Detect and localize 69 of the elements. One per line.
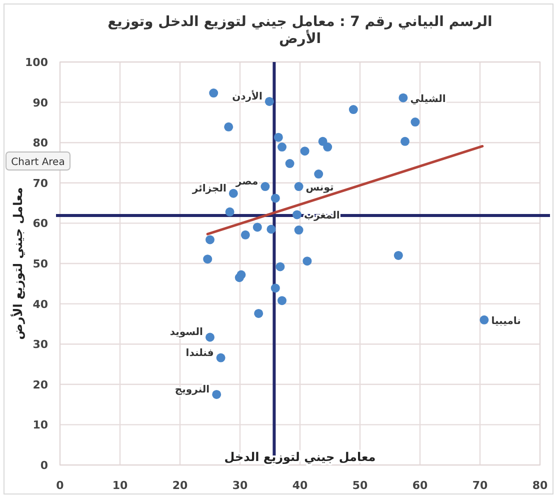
annotation: ناميبيا bbox=[491, 316, 521, 327]
annotation: تونس bbox=[306, 182, 334, 194]
point bbox=[300, 146, 310, 156]
y-tick-label: 20 bbox=[32, 378, 48, 392]
point bbox=[285, 159, 294, 168]
x-tick-label: 50 bbox=[352, 479, 368, 492]
point bbox=[224, 122, 234, 132]
point bbox=[398, 93, 408, 102]
point bbox=[480, 315, 489, 324]
point bbox=[225, 207, 234, 216]
annotation: الجزائر bbox=[191, 183, 226, 194]
point bbox=[294, 226, 304, 235]
y-tick-label: 10 bbox=[32, 418, 48, 432]
y-tick-label: 40 bbox=[32, 298, 48, 311]
point bbox=[264, 96, 274, 106]
point bbox=[260, 182, 270, 192]
point bbox=[400, 136, 410, 146]
y-tick-label: 70 bbox=[32, 176, 48, 190]
annotation: النرويج bbox=[174, 384, 210, 396]
point bbox=[240, 230, 250, 240]
point bbox=[318, 136, 328, 146]
point bbox=[323, 142, 332, 152]
x-tick-label: 20 bbox=[172, 479, 188, 492]
annotation: الأردن bbox=[232, 89, 262, 102]
point bbox=[348, 105, 358, 114]
annotation: الشيلي bbox=[410, 94, 446, 105]
x-tick-label: 10 bbox=[112, 479, 128, 492]
point bbox=[206, 332, 214, 342]
y-tick-label: 0 bbox=[40, 459, 48, 472]
point bbox=[270, 284, 280, 293]
point bbox=[278, 142, 286, 152]
y-tick-label: 50 bbox=[32, 258, 48, 270]
point bbox=[254, 308, 264, 318]
point bbox=[276, 262, 285, 272]
y-tick-label: 30 bbox=[32, 338, 48, 352]
point bbox=[274, 132, 283, 142]
x-tick-label: 80 bbox=[532, 479, 548, 492]
point bbox=[394, 250, 403, 260]
x-tick-label: 30 bbox=[232, 479, 248, 492]
x-tick-label: 60 bbox=[412, 479, 428, 492]
point bbox=[252, 222, 262, 232]
point bbox=[228, 188, 238, 198]
point bbox=[294, 182, 304, 192]
annotation: السويد bbox=[170, 327, 203, 338]
point bbox=[270, 194, 280, 203]
point bbox=[302, 256, 312, 266]
x-tick-label: 0 bbox=[56, 479, 64, 492]
annotation: مصر bbox=[234, 176, 258, 188]
x-tick-label: 40 bbox=[292, 479, 308, 492]
point bbox=[410, 118, 420, 127]
point bbox=[212, 390, 222, 399]
point bbox=[216, 353, 226, 362]
y-tick-label: 60 bbox=[32, 217, 48, 230]
annotation: فنلندا bbox=[186, 348, 214, 359]
point bbox=[209, 88, 218, 98]
x-tick-label: 70 bbox=[472, 479, 488, 492]
point bbox=[266, 224, 276, 234]
y-tick-label: 90 bbox=[32, 96, 48, 110]
annotation: Chart Area bbox=[11, 157, 65, 168]
point bbox=[314, 170, 324, 179]
point bbox=[278, 296, 286, 306]
y-axis-title: معامل جيني لتوزيع الأرض bbox=[10, 187, 25, 340]
point bbox=[292, 210, 302, 220]
y-tick-label: 80 bbox=[32, 136, 48, 150]
point bbox=[206, 235, 214, 244]
chart-title: الرسم البياني رقم 7 : معامل جيني لتوزيع الدخل وتوزيع الأرض bbox=[108, 14, 492, 47]
y-tick-label: 100 bbox=[25, 56, 48, 69]
point bbox=[234, 273, 244, 282]
point bbox=[203, 254, 212, 264]
